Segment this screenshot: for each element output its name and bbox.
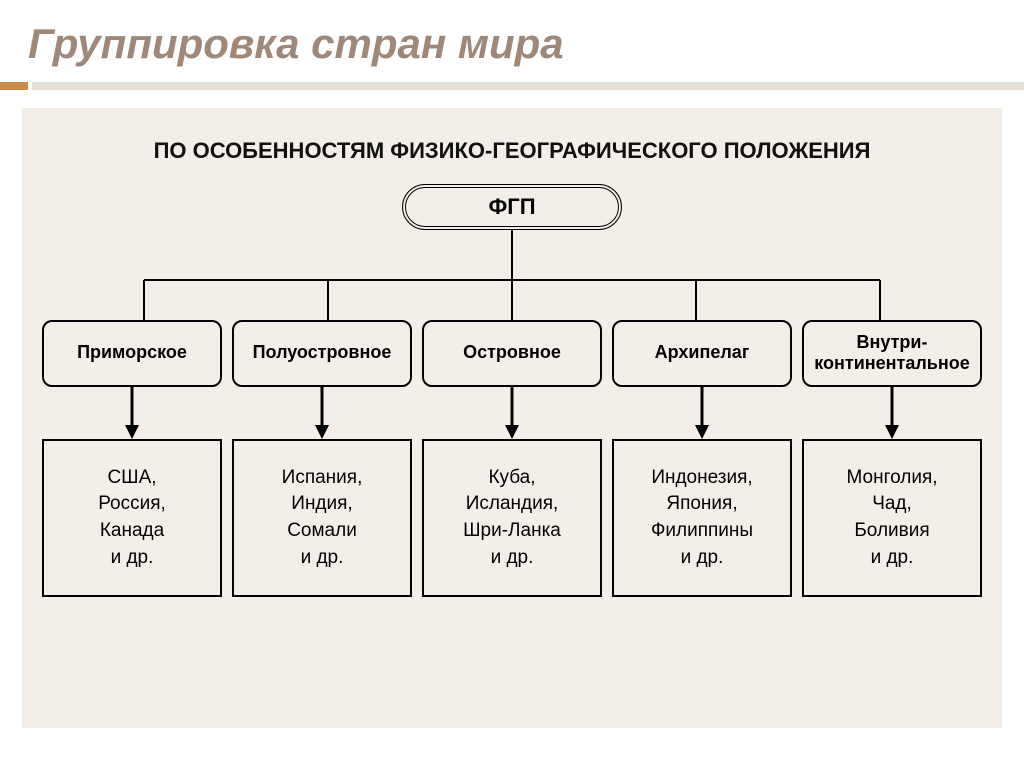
examples-node: Монголия, Чад, Боливия и др.	[802, 439, 982, 597]
accent-bar-right	[32, 82, 1024, 90]
arrow-cell	[422, 387, 602, 439]
arrow-cell	[612, 387, 792, 439]
arrow-cell	[42, 387, 222, 439]
arrow-down-icon	[117, 387, 147, 439]
title-area: Группировка стран мира	[0, 0, 1024, 76]
arrow-cell	[232, 387, 412, 439]
category-node: Островное	[422, 320, 602, 387]
accent-bar	[0, 82, 1024, 90]
arrow-down-icon	[497, 387, 527, 439]
accent-bar-left	[0, 82, 28, 90]
diagram-heading: ПО ОСОБЕННОСТЯМ ФИЗИКО-ГЕОГРАФИЧЕСКОГО П…	[36, 136, 988, 166]
category-node: Полуостровное	[232, 320, 412, 387]
slide: Группировка стран мира ПО ОСОБЕННОСТЯМ Ф…	[0, 0, 1024, 767]
arrow-down-icon	[687, 387, 717, 439]
examples-row: США, Россия, Канада и др.Испания, Индия,…	[36, 439, 988, 597]
slide-title: Группировка стран мира	[28, 20, 1024, 76]
diagram: ПО ОСОБЕННОСТЯМ ФИЗИКО-ГЕОГРАФИЧЕСКОГО П…	[22, 108, 1002, 728]
examples-node: США, Россия, Канада и др.	[42, 439, 222, 597]
arrow-down-icon	[877, 387, 907, 439]
examples-node: Индонезия, Япония, Филиппины и др.	[612, 439, 792, 597]
connector-lines	[52, 230, 972, 320]
examples-node: Испания, Индия, Сомали и др.	[232, 439, 412, 597]
examples-node: Куба, Исландия, Шри-Ланка и др.	[422, 439, 602, 597]
category-node: Архипелаг	[612, 320, 792, 387]
arrow-down-icon	[307, 387, 337, 439]
arrow-row	[36, 387, 988, 439]
arrow-cell	[802, 387, 982, 439]
root-node: ФГП	[402, 184, 622, 230]
category-row: ПриморскоеПолуостровноеОстровноеАрхипела…	[36, 320, 988, 387]
category-node: Внутри- континентальное	[802, 320, 982, 387]
category-node: Приморское	[42, 320, 222, 387]
